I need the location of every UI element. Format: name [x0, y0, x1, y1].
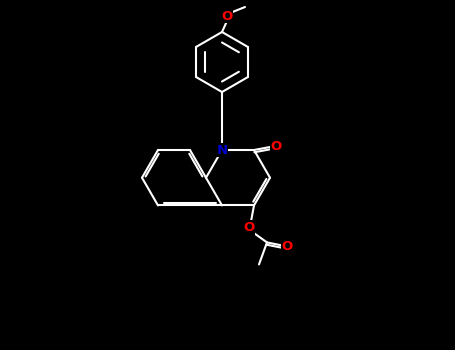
Text: N: N: [217, 144, 228, 156]
Text: O: O: [222, 9, 233, 22]
Text: O: O: [270, 140, 282, 153]
Text: O: O: [243, 221, 255, 234]
Text: O: O: [281, 240, 293, 253]
